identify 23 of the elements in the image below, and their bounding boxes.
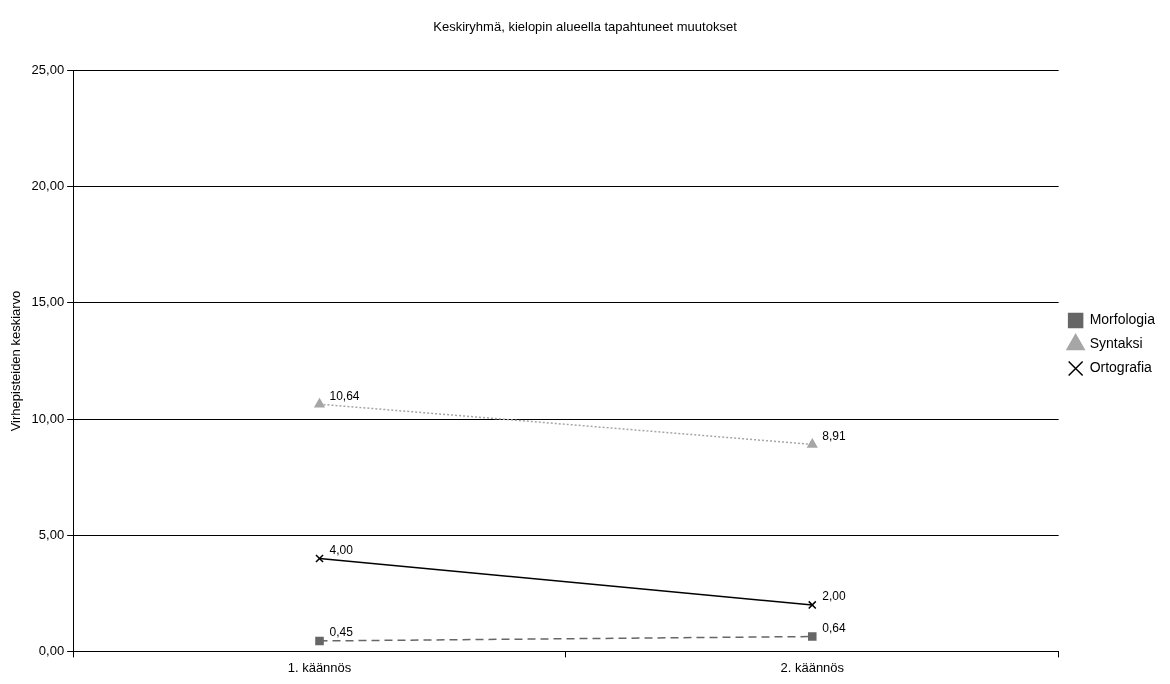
y-tick-label: 10,00: [31, 410, 65, 426]
y-tick-label: 25,00: [31, 62, 65, 78]
y-tick-label: 5,00: [38, 526, 65, 542]
point: [315, 636, 324, 646]
y-tick-label: 20,00: [31, 178, 65, 194]
y-tick-label: 0,00: [38, 642, 65, 658]
point: [807, 600, 817, 610]
point: [807, 632, 817, 641]
y-tick-label: 15,00: [31, 294, 65, 310]
legend-label: Morfologia: [1089, 311, 1156, 328]
data-label: 4,00: [329, 542, 354, 557]
data-label: 0,64: [822, 620, 846, 635]
legend-label: Syntaksi: [1089, 335, 1143, 352]
data-label: 0,45: [329, 625, 354, 640]
x-tick-label: 1. käännös: [287, 659, 352, 675]
chart-title: Keskiryhmä, kielopin alueella tapahtuneet muutokset: [433, 19, 738, 35]
data-label: 10,64: [329, 388, 360, 403]
legend-label: Ortografia: [1089, 359, 1153, 376]
x-tick-label: 2. käännös: [780, 659, 845, 675]
point: [315, 554, 324, 563]
y-axis-title: Virhepisteiden keskiarvo: [8, 290, 24, 432]
data-label: 8,91: [822, 428, 846, 443]
data-label: 2,00: [822, 589, 846, 604]
